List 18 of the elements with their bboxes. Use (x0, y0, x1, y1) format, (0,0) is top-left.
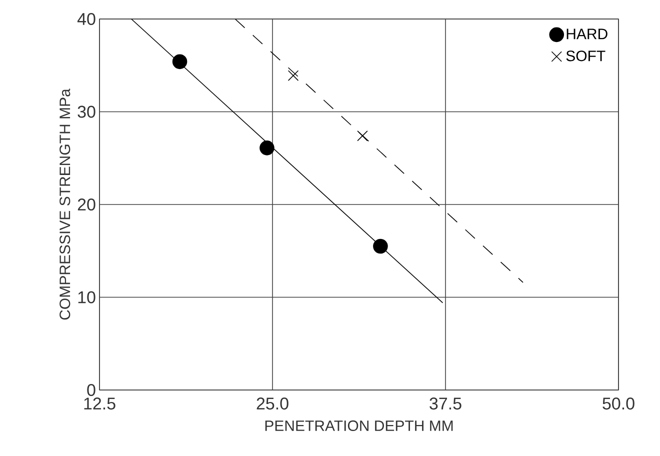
point (357, 130, 368, 142)
y-tick-label: 20 (78, 198, 96, 211)
x-tick-label: 12.5 (84, 398, 116, 410)
y-tick-label: 40 (77, 12, 96, 26)
point (172, 54, 188, 70)
x-axis-title: PENETRATION DEPTH MM (265, 420, 453, 432)
point (288, 70, 299, 81)
y-axis-title: COMPRESSIVE STRENGTH MPa (60, 88, 70, 320)
legend-label: HARD (566, 28, 608, 40)
x-tick-label: 50.0 (602, 398, 634, 410)
point (373, 238, 388, 254)
y-tick-label: 0 (87, 384, 96, 396)
y-tick-label: 30 (78, 106, 96, 118)
y-tick-label: 10 (78, 291, 96, 304)
legend-label: SOFT (566, 50, 606, 62)
point (260, 140, 274, 156)
x-tick-label: 37.5 (430, 398, 462, 410)
x-tick-label: 25.0 (256, 398, 288, 410)
